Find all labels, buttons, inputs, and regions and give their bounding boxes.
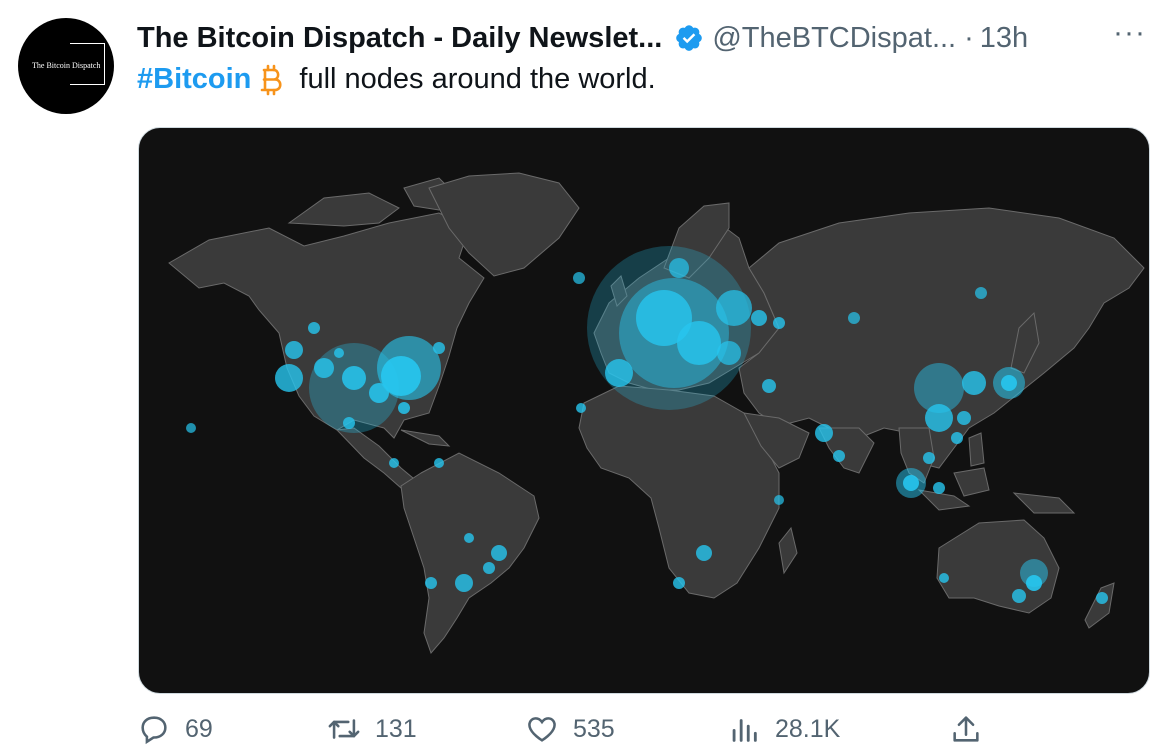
new-guinea-island (1012, 492, 1076, 514)
node-cluster-usa-west (275, 364, 303, 392)
node-cluster-brazil (491, 545, 507, 561)
display-name[interactable]: The Bitcoin Dispatch - Daily Newslet... (137, 21, 663, 54)
philippines-islands (968, 432, 985, 467)
tweet-header: The Bitcoin Dispatch - Daily Newslet... … (137, 16, 1157, 60)
africa-landmass (578, 385, 780, 599)
more-options-icon[interactable]: ··· (1113, 16, 1146, 49)
avatar-frame (70, 43, 105, 85)
heart-icon (528, 717, 556, 742)
retweet-icon (328, 719, 360, 739)
avatar[interactable]: The Bitcoin Dispatch (18, 18, 114, 114)
like-count: 535 (573, 714, 615, 743)
timestamp[interactable]: 13h (979, 21, 1029, 54)
indonesia-islands (917, 489, 971, 511)
verified-badge-icon (676, 25, 703, 51)
australia-landmass (936, 519, 1060, 614)
node-cluster-korea (962, 371, 986, 395)
caribbean-islands (400, 429, 451, 447)
world-node-map (168, 172, 1145, 654)
new-zealand-islands (1084, 582, 1115, 629)
reply-count: 69 (185, 714, 213, 743)
node-cluster-south-africa (696, 545, 712, 561)
tweet-body: full nodes around the world. (299, 63, 656, 95)
greenland-landmass (428, 172, 580, 277)
like-button[interactable]: 535 (525, 712, 615, 746)
node-cluster-new-zealand (1096, 592, 1108, 604)
tweet-actions: 69 131 535 28.1K (137, 712, 1157, 752)
hashtag-link[interactable]: #Bitcoin (137, 63, 252, 95)
tweet-text: #Bitcoin full nodes around the world. (137, 63, 656, 96)
tweet-image[interactable] (138, 127, 1150, 694)
share-button[interactable] (949, 712, 983, 746)
retweet-count: 131 (375, 714, 417, 743)
borneo-island (953, 467, 990, 497)
node-cluster-argentina (455, 574, 473, 592)
reply-button[interactable]: 69 (137, 712, 213, 746)
bitcoin-emoji-icon (261, 64, 282, 95)
japan-islands (1010, 311, 1040, 374)
south-america-landmass (400, 452, 540, 654)
india-landmass (818, 427, 875, 474)
arctic-islands (287, 192, 400, 227)
separator: · (964, 21, 974, 54)
avatar-text: The Bitcoin Dispatch (32, 61, 101, 70)
arabian-peninsula (743, 412, 810, 469)
views-chart-icon (732, 719, 757, 742)
views-button[interactable]: 28.1K (727, 712, 840, 746)
madagascar (778, 526, 798, 575)
reply-icon (141, 716, 167, 745)
british-isles (610, 275, 628, 307)
node-cluster-india (815, 424, 833, 442)
share-icon (953, 716, 979, 742)
node-cluster-china (914, 363, 964, 413)
views-count: 28.1K (775, 714, 841, 743)
node-cluster-europe-core (636, 290, 692, 346)
retweet-button[interactable]: 131 (327, 712, 417, 746)
handle[interactable]: @TheBTCDispat... (712, 21, 957, 54)
